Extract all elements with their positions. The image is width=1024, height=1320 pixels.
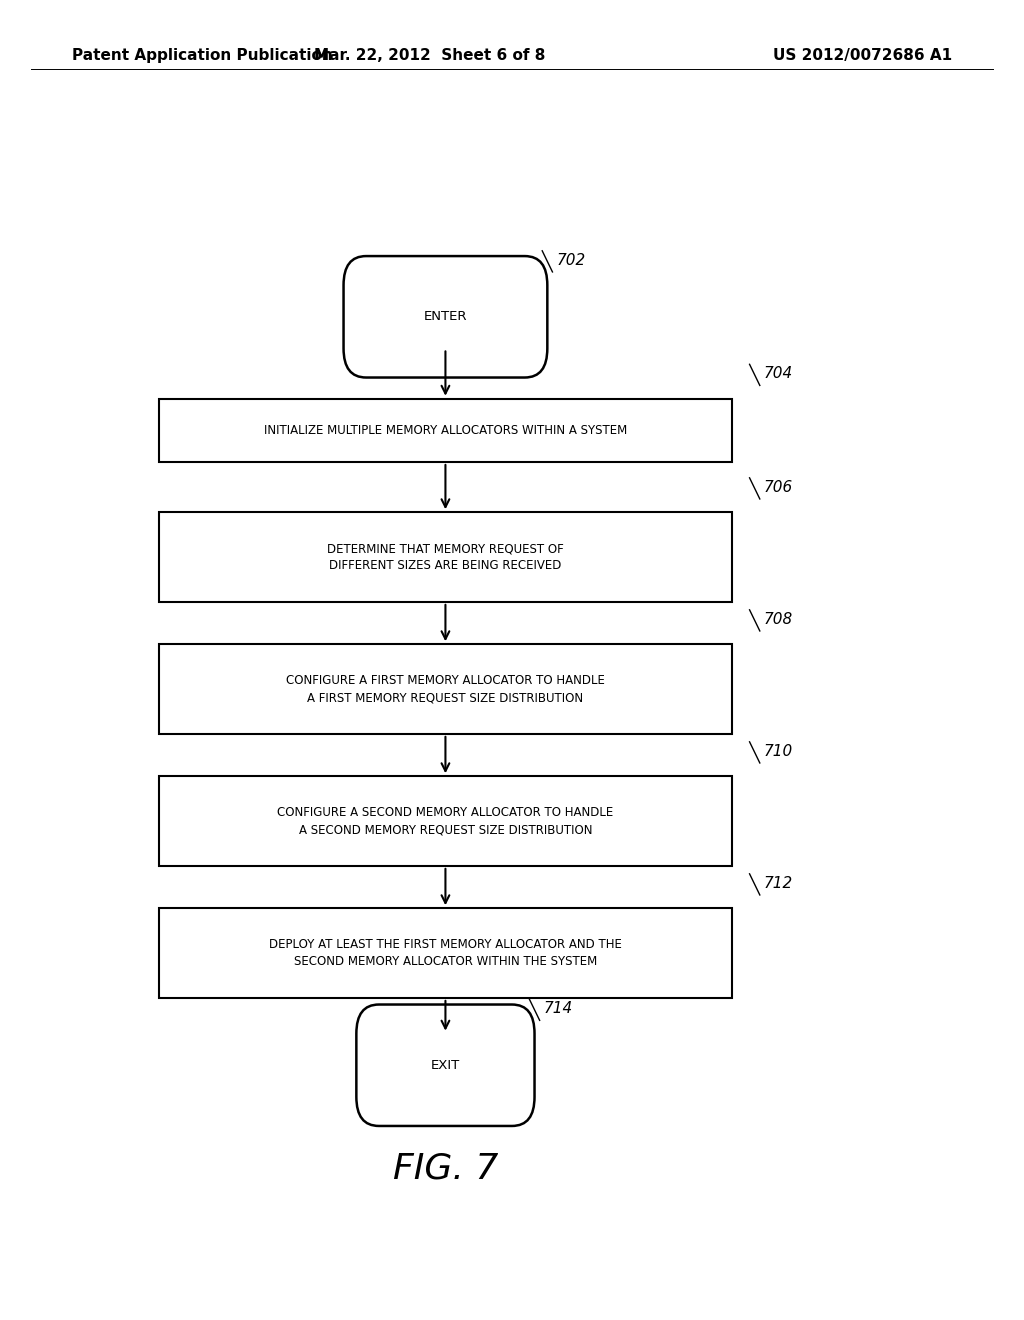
- Text: Mar. 22, 2012  Sheet 6 of 8: Mar. 22, 2012 Sheet 6 of 8: [314, 48, 546, 63]
- FancyBboxPatch shape: [343, 256, 547, 378]
- FancyBboxPatch shape: [159, 644, 732, 734]
- FancyBboxPatch shape: [159, 512, 732, 602]
- FancyBboxPatch shape: [159, 399, 732, 462]
- Text: DETERMINE THAT MEMORY REQUEST OF
DIFFERENT SIZES ARE BEING RECEIVED: DETERMINE THAT MEMORY REQUEST OF DIFFERE…: [327, 543, 564, 572]
- Text: CONFIGURE A SECOND MEMORY ALLOCATOR TO HANDLE
A SECOND MEMORY REQUEST SIZE DISTR: CONFIGURE A SECOND MEMORY ALLOCATOR TO H…: [278, 807, 613, 836]
- Text: FIG. 7: FIG. 7: [393, 1151, 498, 1185]
- Text: DEPLOY AT LEAST THE FIRST MEMORY ALLOCATOR AND THE
SECOND MEMORY ALLOCATOR WITHI: DEPLOY AT LEAST THE FIRST MEMORY ALLOCAT…: [269, 939, 622, 968]
- Text: 714: 714: [544, 1002, 573, 1016]
- Text: 710: 710: [764, 744, 794, 759]
- Text: 704: 704: [764, 367, 794, 381]
- FancyBboxPatch shape: [159, 908, 732, 998]
- Text: CONFIGURE A FIRST MEMORY ALLOCATOR TO HANDLE
A FIRST MEMORY REQUEST SIZE DISTRIB: CONFIGURE A FIRST MEMORY ALLOCATOR TO HA…: [286, 675, 605, 704]
- Text: Patent Application Publication: Patent Application Publication: [72, 48, 333, 63]
- FancyBboxPatch shape: [159, 776, 732, 866]
- Text: ENTER: ENTER: [424, 310, 467, 323]
- Text: INITIALIZE MULTIPLE MEMORY ALLOCATORS WITHIN A SYSTEM: INITIALIZE MULTIPLE MEMORY ALLOCATORS WI…: [264, 424, 627, 437]
- Text: EXIT: EXIT: [431, 1059, 460, 1072]
- FancyBboxPatch shape: [356, 1005, 535, 1126]
- Text: US 2012/0072686 A1: US 2012/0072686 A1: [773, 48, 952, 63]
- Text: 708: 708: [764, 612, 794, 627]
- Text: 712: 712: [764, 876, 794, 891]
- Text: 702: 702: [557, 253, 586, 268]
- Text: 706: 706: [764, 480, 794, 495]
